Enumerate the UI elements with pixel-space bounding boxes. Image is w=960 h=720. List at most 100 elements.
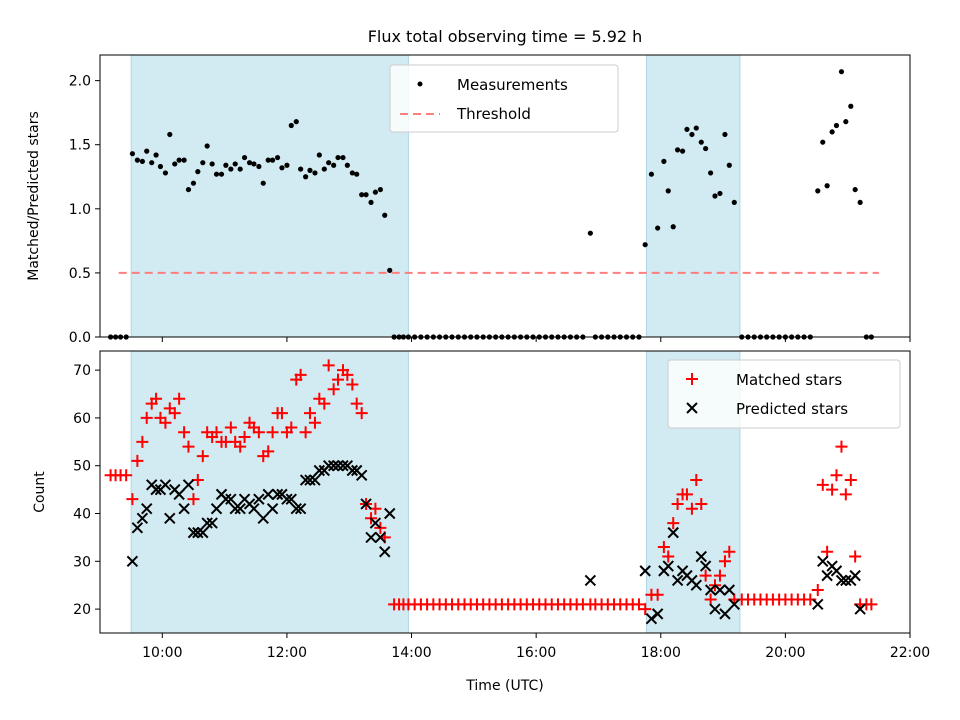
measurement-point (331, 162, 337, 168)
predicted-star-point (728, 598, 740, 611)
measurement-point (251, 161, 257, 167)
predicted-star-point (719, 608, 731, 620)
measurement-point (340, 154, 346, 161)
predicted-star-point (248, 503, 260, 515)
matched-star-point (685, 502, 698, 515)
measurement-point (326, 160, 332, 166)
measurement-point (228, 166, 234, 172)
legend-measurement-marker (417, 81, 423, 87)
predicted-star-point (365, 531, 377, 544)
matched-star-point (150, 392, 163, 405)
predicted-star-point (136, 512, 149, 524)
measurement-point (149, 160, 155, 166)
matched-star-point (662, 550, 675, 563)
measurement-point (359, 192, 365, 198)
measurement-point (256, 163, 262, 170)
matched-star-point (830, 469, 843, 482)
measurement-point (824, 183, 830, 189)
matched-star-point (865, 598, 878, 611)
x-tick-label: 14:00 (391, 645, 431, 661)
measurement-point (670, 224, 676, 230)
predicted-star-point (257, 512, 269, 524)
matched-star-point (187, 493, 200, 506)
measurement-point (848, 103, 854, 109)
predicted-star-point (812, 598, 824, 611)
measurement-point (218, 171, 225, 177)
matched-star-point (173, 392, 186, 405)
predicted-star-point (723, 584, 736, 596)
measurement-point (655, 225, 661, 231)
predicted-star-point (281, 493, 293, 505)
matched-star-point (299, 426, 312, 439)
matched-star-point (690, 474, 703, 487)
matched-star-point (252, 426, 265, 439)
predicted-star-point (639, 565, 651, 577)
measurement-point (852, 186, 858, 193)
measurement-point (153, 152, 159, 158)
measurement-point (377, 186, 383, 193)
predicted-star-point (206, 517, 218, 529)
matched-star-point (718, 555, 731, 568)
measurement-point (349, 170, 355, 176)
predicted-star-point (379, 546, 391, 558)
measurement-point (293, 119, 299, 125)
matched-star-point (680, 488, 693, 501)
matched-star-point (651, 588, 664, 601)
measurement-point (708, 170, 714, 176)
matched-star-point (126, 493, 139, 506)
matched-star-point (332, 373, 345, 386)
matched-star-point (136, 435, 149, 448)
matched-star-point (159, 416, 172, 429)
predicted-star-point (126, 555, 139, 568)
matched-star-point (657, 540, 670, 553)
matched-star-point (294, 368, 307, 381)
shaded-interval-2 (645, 54, 741, 338)
measurement-point (679, 148, 686, 154)
measurement-point (195, 169, 201, 175)
bottom-axes-frame (99, 350, 911, 634)
chart-title: Flux total observing time = 5.92 h (368, 27, 643, 46)
measurement-point (387, 267, 393, 273)
predicted-star-point (337, 460, 349, 472)
legend-threshold-label: Threshold (456, 105, 531, 123)
y-tick-label: 20 (73, 602, 91, 618)
measurement-point (284, 162, 290, 168)
top-y-ticks: 0.0 0.5 1.0 1.5 2.0 (69, 74, 100, 346)
measurement-point (693, 125, 699, 131)
predicted-star-point (173, 488, 185, 501)
predicted-star-point (360, 498, 372, 510)
matched-star-point (826, 483, 839, 496)
matched-star-point (285, 421, 298, 434)
predicted-star-point (322, 460, 335, 472)
measurement-point (232, 161, 238, 167)
bottom-shaded-intervals (130, 350, 741, 634)
predicted-star-point (671, 574, 684, 587)
measurement-point (139, 158, 145, 164)
measurement-point (838, 69, 845, 75)
matched-star-point (839, 488, 852, 501)
measurement-point (288, 122, 294, 129)
matched-star-point (369, 502, 382, 515)
predicted-star-point (662, 560, 674, 572)
matched-star-point (168, 407, 181, 420)
matched-star-point (355, 407, 368, 420)
matched-star-point (266, 426, 279, 439)
matched-star-point (120, 469, 133, 482)
predicted-star-point (384, 507, 396, 520)
x-tick-label: 10:00 (142, 645, 182, 661)
predicted-star-point (253, 493, 265, 505)
measurement-point (642, 242, 648, 248)
measurement-point (321, 166, 327, 172)
top-axes-frame (99, 54, 911, 338)
bottom-panel: 20 30 40 50 60 70 10:00 12:00 14:00 16:00 18:00 20… (32, 350, 930, 694)
bottom-y-axis-label: Count (32, 471, 48, 513)
predicted-star-point (234, 503, 246, 515)
measurement-point (661, 158, 667, 164)
matched-star-point (835, 440, 848, 453)
measurement-point (260, 180, 266, 186)
matched-star-point (811, 583, 824, 596)
predicted-star-point (651, 608, 664, 620)
predicted-star-point (159, 479, 172, 491)
measurement-point (223, 162, 229, 168)
predicted-star-point (197, 526, 209, 539)
